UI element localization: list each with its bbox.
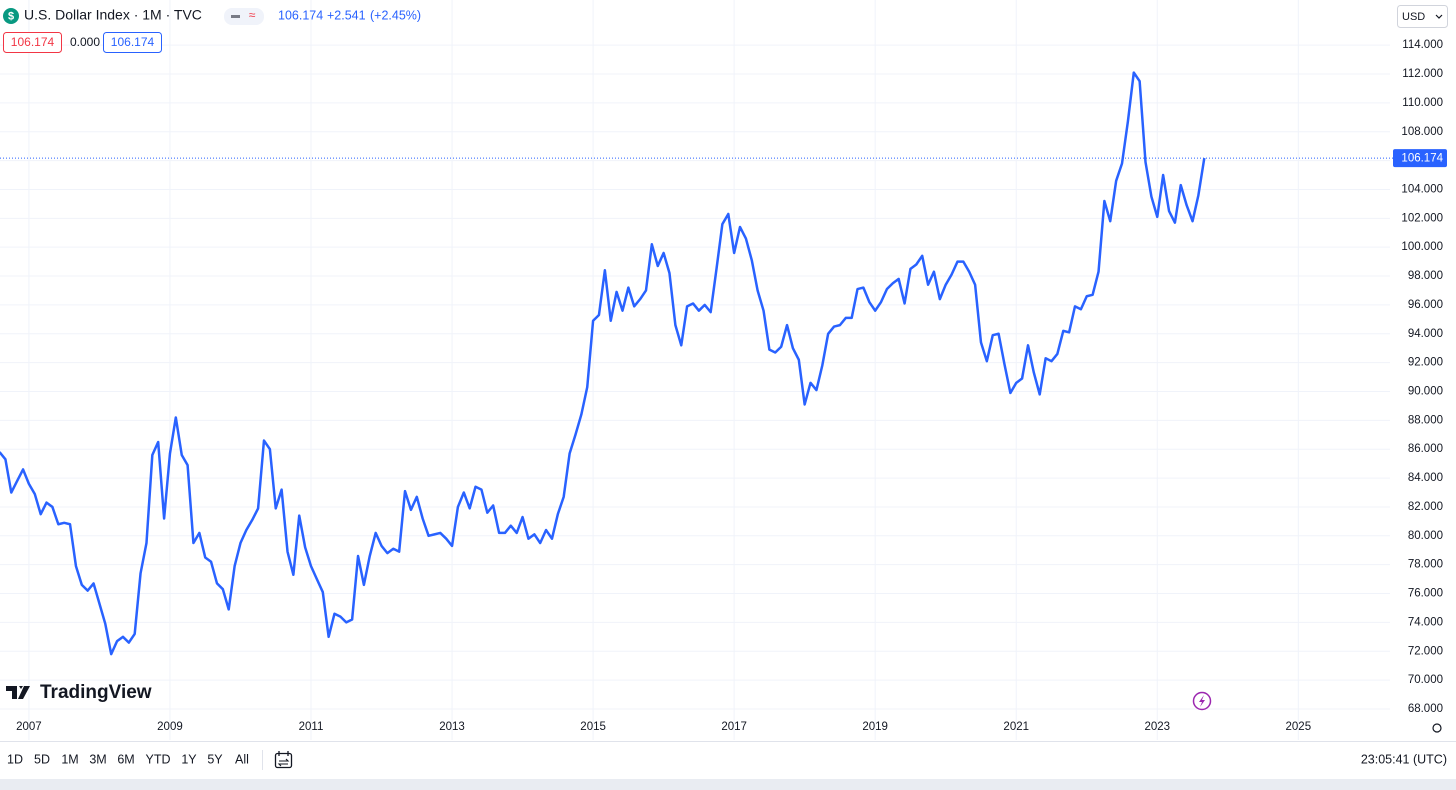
- toggle-approx: ≈: [249, 8, 256, 22]
- x-tick-label: 2013: [439, 721, 465, 733]
- y-tick-label: 108.000: [1401, 126, 1443, 138]
- range-button[interactable]: All: [235, 752, 249, 766]
- y-tick-label: 88.000: [1408, 414, 1443, 426]
- y-tick-label: 68.000: [1408, 703, 1443, 715]
- grid: [0, 0, 1390, 740]
- y-tick-label: 112.000: [1402, 68, 1443, 80]
- price-line: [0, 71, 1206, 656]
- symbol-icon: [3, 8, 19, 24]
- y-tick-label: 90.000: [1408, 386, 1443, 398]
- y-tick-label: 100.000: [1401, 241, 1443, 253]
- x-tick-label: 2023: [1144, 721, 1170, 733]
- clock: 23:05:41 (UTC): [1361, 752, 1447, 766]
- x-tick-label: 2017: [721, 721, 747, 733]
- x-tick-label: 2009: [157, 721, 183, 733]
- y-tick-label: 86.000: [1408, 443, 1443, 455]
- last-price-tag-label: 106.174: [1401, 153, 1443, 165]
- range-button[interactable]: 5D: [34, 752, 50, 766]
- y-tick-label: 114.000: [1402, 39, 1443, 51]
- ask-box: [103, 32, 162, 53]
- y-tick-label: 92.000: [1408, 357, 1443, 369]
- currency-label: USD: [1402, 11, 1425, 23]
- x-tick-label: 2019: [862, 721, 888, 733]
- spread: 0.000: [70, 35, 100, 49]
- y-tick-label: 78.000: [1408, 559, 1443, 571]
- y-tick-label: 82.000: [1408, 501, 1443, 513]
- x-tick-label: 2011: [299, 721, 324, 733]
- events-icon[interactable]: [1192, 691, 1212, 711]
- range-button[interactable]: 6M: [117, 752, 134, 766]
- toggle-dash: [231, 15, 240, 18]
- y-tick-label: 80.000: [1408, 530, 1443, 542]
- last-price: 106.174: [278, 8, 323, 22]
- range-button[interactable]: 1M: [61, 752, 78, 766]
- symbol-icon-glyph: $: [8, 10, 14, 22]
- plot: [0, 71, 1395, 656]
- y-tick-label: 94.000: [1408, 328, 1443, 340]
- range-button[interactable]: 1D: [7, 752, 23, 766]
- y-tick-label: 110.000: [1402, 97, 1443, 109]
- price-change-pct: (+2.45%): [370, 8, 421, 22]
- price-change: +2.541: [327, 8, 366, 22]
- y-tick-label: 72.000: [1408, 645, 1443, 657]
- currency-select[interactable]: [1397, 5, 1448, 28]
- axis-settings[interactable]: [1432, 723, 1442, 733]
- symbol-title: U.S. Dollar Index · 1M · TVC: [24, 7, 202, 23]
- y-tick-label: 70.000: [1408, 674, 1443, 686]
- compare-toggle[interactable]: [224, 8, 264, 25]
- date-range-icon[interactable]: [274, 751, 293, 769]
- y-tick-label: 96.000: [1408, 299, 1443, 311]
- range-button[interactable]: 5Y: [207, 752, 223, 766]
- brand-watermark: TradingView: [6, 682, 152, 703]
- range-button[interactable]: 1Y: [181, 752, 197, 766]
- brand-name: TradingView: [40, 682, 152, 703]
- y-tick-label: 74.000: [1408, 616, 1443, 628]
- bottom-strip: [0, 779, 1456, 790]
- range-button[interactable]: 3M: [89, 752, 106, 766]
- last-price-tag: [1393, 149, 1447, 168]
- toolbar: 1D 5D 1M 3M 6M YTD 1Y 5Y All: [7, 752, 249, 766]
- y-tick-label: 76.000: [1408, 588, 1443, 600]
- range-button[interactable]: YTD: [146, 752, 171, 766]
- x-tick-label: 2015: [580, 721, 606, 733]
- y-tick-label: 98.000: [1408, 270, 1443, 282]
- y-tick-label: 84.000: [1408, 472, 1443, 484]
- bid-box: [3, 32, 62, 53]
- bid-price: 106.174: [11, 35, 55, 49]
- x-tick-label: 2007: [16, 721, 42, 733]
- y-tick-label: 104.000: [1401, 183, 1443, 195]
- y-tick-label: 102.000: [1401, 212, 1443, 224]
- ask-price: 106.174: [111, 35, 155, 49]
- x-tick-label: 2025: [1286, 721, 1312, 733]
- x-tick-label: 2021: [1003, 721, 1029, 733]
- brand-logo: [6, 686, 30, 699]
- currency-caret: [1435, 14, 1443, 19]
